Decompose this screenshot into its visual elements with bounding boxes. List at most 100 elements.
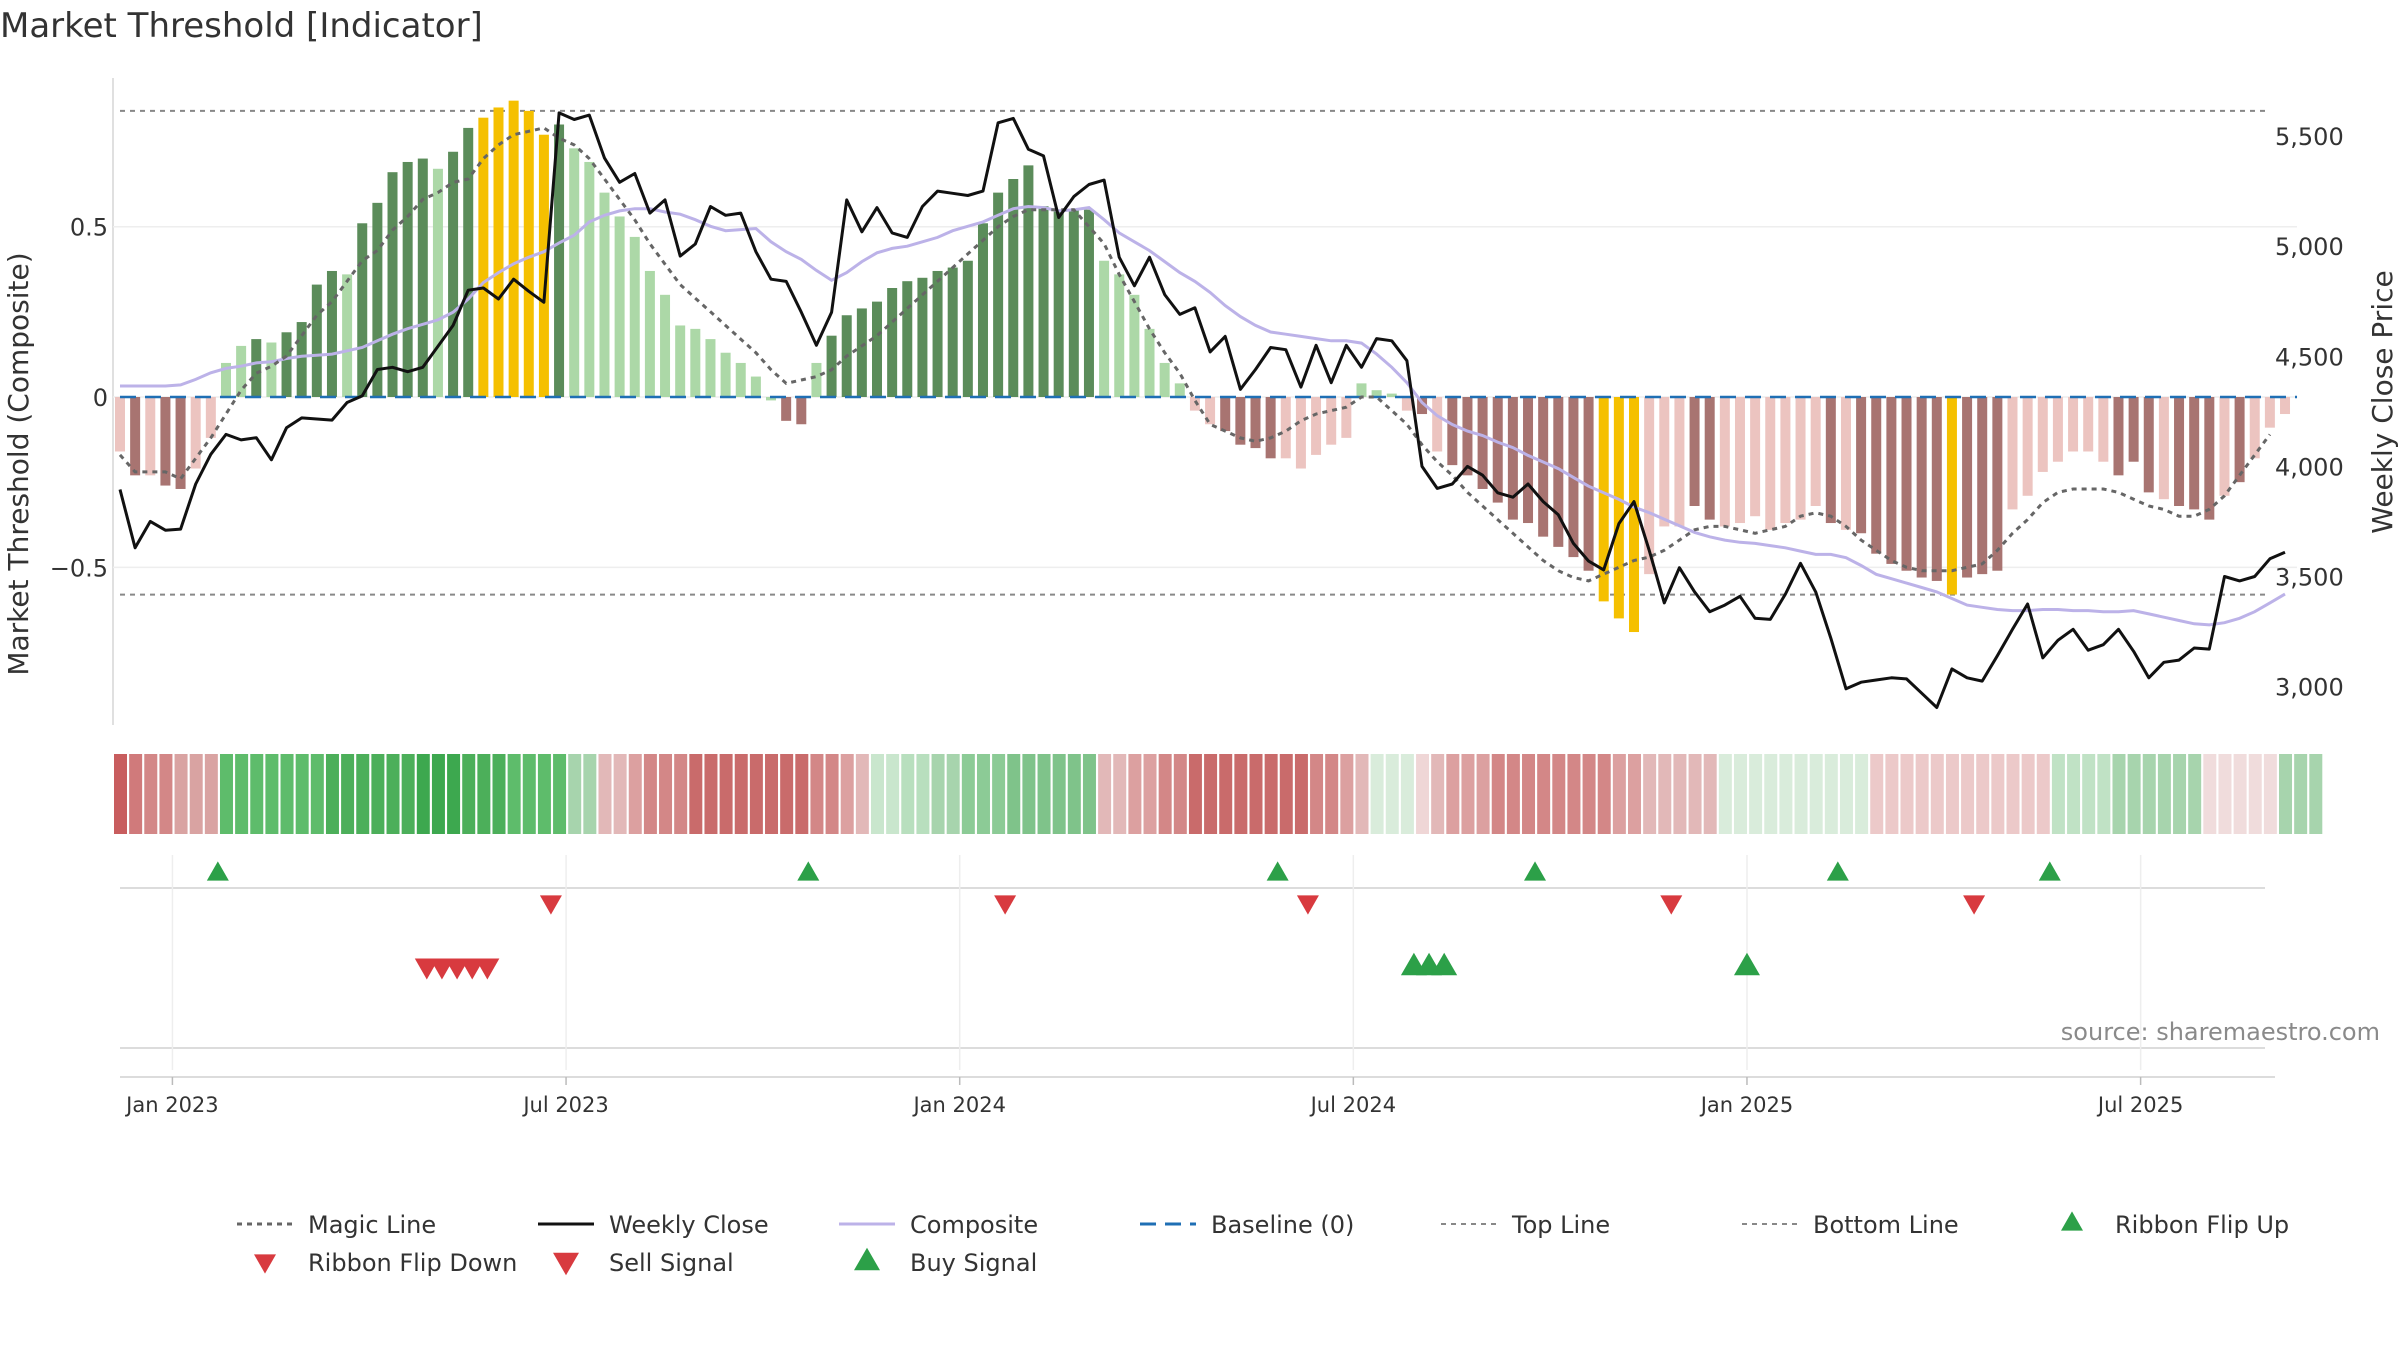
ribbon-cell (1900, 754, 1914, 834)
ribbon-flip-up-marker (2038, 861, 2061, 881)
y2-tick-label: 4,500 (2275, 343, 2344, 371)
legend-label-close: Weekly Close (609, 1211, 769, 1239)
ribbon-cell (734, 754, 748, 834)
ribbon-cell (295, 754, 309, 834)
ribbon-cell (1961, 754, 1975, 834)
composite-bar (1689, 397, 1700, 506)
composite-bar (1719, 397, 1730, 527)
composite-bar (1099, 260, 1110, 397)
ribbon-cell (1597, 754, 1611, 834)
composite-bar (1008, 179, 1019, 397)
composite-bar (554, 124, 565, 397)
ribbon-cell (1885, 754, 1899, 834)
ribbon-cell (643, 754, 657, 834)
ribbon-cell (810, 754, 824, 834)
ribbon-cell (522, 754, 536, 834)
composite-bar (856, 308, 867, 397)
composite-bar (1795, 397, 1806, 520)
composite-bar (1386, 393, 1397, 397)
ribbon-cell (1294, 754, 1308, 834)
composite-bar (614, 216, 625, 397)
composite-bar (2083, 397, 2094, 452)
ribbon-cell (1733, 754, 1747, 834)
ribbon-cell (1794, 754, 1808, 834)
ribbon-cell (1370, 754, 1384, 834)
composite-bar (932, 270, 943, 397)
ribbon-cell (1385, 754, 1399, 834)
composite-bar (660, 294, 671, 397)
composite-bar (1856, 397, 1867, 534)
composite-bar (372, 202, 383, 397)
composite-bar (781, 397, 792, 421)
ribbon-cell (1749, 754, 1763, 834)
composite-bar (1205, 397, 1216, 425)
legend-swatch-ribbon-flip-up (2061, 1211, 2083, 1231)
buy-signal-marker (1431, 952, 1458, 976)
ribbon-cell (1915, 754, 1929, 834)
x-tick-label: Jul 2023 (521, 1093, 608, 1117)
composite-bar (115, 397, 125, 452)
ribbon-flip-up-marker (1266, 861, 1289, 881)
composite-bar (735, 362, 746, 397)
composite-bar (1507, 397, 1518, 520)
ribbon-flip-down-marker (1963, 895, 1986, 915)
ribbon-cell (1158, 754, 1172, 834)
ribbon-flip-up-marker (797, 861, 820, 881)
ribbon-cell (159, 754, 173, 834)
composite-bar (1901, 397, 1912, 571)
ribbon-cell (1703, 754, 1717, 834)
y2-tick-label: 4,000 (2275, 453, 2344, 481)
ribbon-cell (1673, 754, 1687, 834)
ribbon-cell (976, 754, 990, 834)
composite-bar (2158, 397, 2169, 500)
ribbon-cell (1325, 754, 1339, 834)
ribbon-cell (1582, 754, 1596, 834)
ribbon-cell (2309, 754, 2323, 834)
composite-bar (690, 328, 701, 397)
composite-bar (962, 260, 973, 397)
ribbon-cell (704, 754, 718, 834)
ribbon-cell (568, 754, 582, 834)
ribbon-cell (825, 754, 839, 834)
composite-bar (1523, 397, 1534, 524)
y-tick-label: 0.5 (70, 214, 108, 242)
ribbon-cell (992, 754, 1006, 834)
legend-label-composite: Composite (910, 1211, 1038, 1239)
ribbon-cell (2067, 754, 2081, 834)
composite-bar (1704, 397, 1715, 520)
ribbon-cell (2279, 754, 2293, 834)
composite-bar (644, 270, 655, 397)
ribbon-cell (2021, 754, 2035, 834)
sell-signal-marker (429, 958, 454, 980)
composite-bar (1159, 362, 1170, 397)
legend-label-buy: Buy Signal (910, 1249, 1037, 1277)
legend-label-magic: Magic Line (308, 1211, 436, 1239)
ribbon-cell (2218, 754, 2232, 834)
composite-bar (1250, 397, 1261, 449)
composite-bar (993, 192, 1004, 397)
composite-bar (1235, 397, 1246, 445)
legend-label-sell: Sell Signal (609, 1249, 734, 1277)
chart-title: Market Threshold [Indicator] (0, 6, 483, 46)
composite-bar (1916, 397, 1927, 578)
composite-bar (1765, 397, 1776, 530)
composite-bar (1401, 397, 1412, 411)
composite-bar (1840, 397, 1851, 530)
ribbon-cell (2233, 754, 2247, 834)
ribbon-cell (1234, 754, 1248, 834)
ribbon-cell (250, 754, 264, 834)
composite-bar (130, 397, 141, 476)
composite-bar (1674, 397, 1685, 527)
composite-bar (2219, 397, 2230, 496)
ribbon-cell (537, 754, 551, 834)
ribbon-cell (2157, 754, 2171, 834)
ribbon-cell (1037, 754, 1051, 834)
y-axis-label: Market Threshold (Composite) (2, 252, 35, 675)
composite-bar (296, 322, 307, 397)
composite-bar (1629, 397, 1639, 633)
ribbon-cell (507, 754, 521, 834)
ribbon-cell (1824, 754, 1838, 834)
legend-label-flipup: Ribbon Flip Up (2115, 1211, 2289, 1239)
composite-bar (387, 172, 398, 397)
composite-bar (1946, 397, 1957, 595)
